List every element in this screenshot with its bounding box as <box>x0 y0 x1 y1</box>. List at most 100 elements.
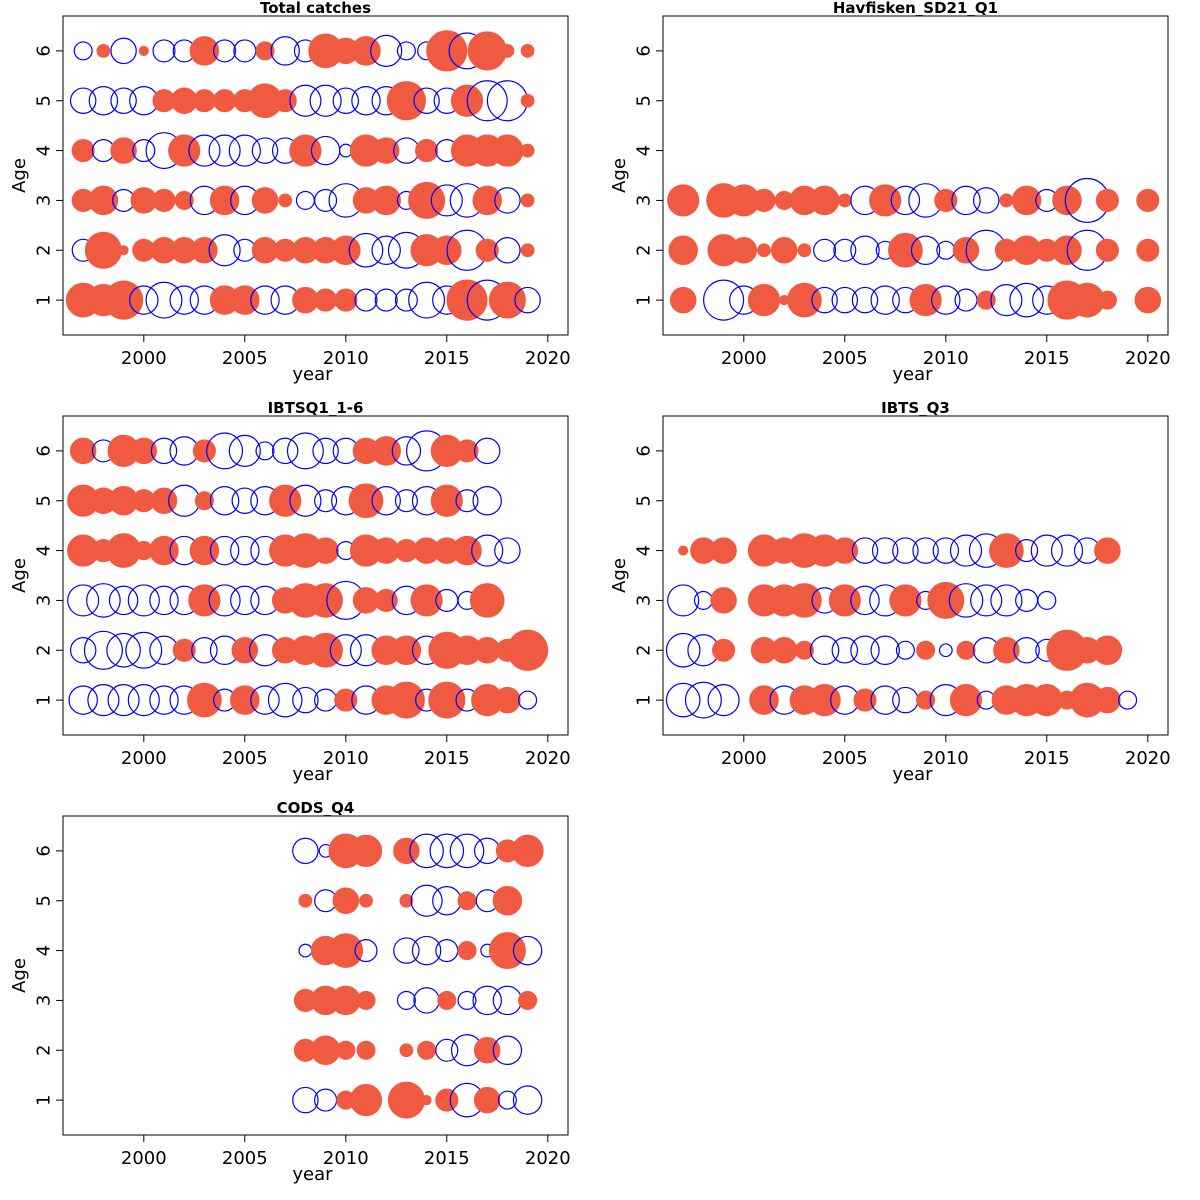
negative-residual-bubble <box>429 833 465 869</box>
positive-residual-bubble <box>84 231 122 269</box>
panel-5: CODS_Q4 2000 2005 2010 2015 2020 1 2 3 4 5 6 year Age <box>9 799 571 1185</box>
negative-residual-bubble <box>250 285 280 315</box>
negative-residual-bubble <box>67 584 100 617</box>
positive-residual-bubble <box>927 581 965 619</box>
positive-residual-bubble <box>372 137 400 164</box>
negative-residual-bubble <box>1030 534 1063 567</box>
negative-residual-bubble <box>206 432 244 470</box>
negative-residual-bubble <box>665 682 701 718</box>
positive-residual-bubble <box>667 184 700 217</box>
y-tick-label: 4 <box>34 945 55 956</box>
positive-residual-bubble <box>298 893 313 908</box>
positive-residual-bubble <box>314 288 338 312</box>
positive-residual-bubble <box>473 1037 501 1064</box>
positive-residual-bubble <box>331 235 361 266</box>
x-tick-label: 2000 <box>121 1148 167 1169</box>
positive-residual-bubble <box>956 640 976 660</box>
negative-residual-bubble <box>1009 282 1044 318</box>
positive-residual-bubble <box>334 688 358 712</box>
negative-residual-bubble <box>512 935 543 966</box>
negative-residual-bubble <box>494 237 521 264</box>
negative-residual-bubble <box>292 837 319 865</box>
negative-residual-bubble <box>471 534 504 567</box>
negative-residual-bubble <box>932 537 960 564</box>
negative-residual-bubble <box>106 632 141 668</box>
y-tick-label: 6 <box>634 445 655 456</box>
negative-residual-bubble <box>413 87 440 114</box>
plot-frame <box>662 415 1169 736</box>
positive-residual-bubble <box>787 583 822 618</box>
positive-residual-bubble <box>152 188 176 212</box>
positive-residual-bubble <box>138 45 149 56</box>
positive-residual-bubble <box>934 188 958 212</box>
negative-residual-bubble <box>149 685 179 715</box>
positive-residual-bubble <box>328 933 364 968</box>
negative-residual-bubble <box>494 187 521 214</box>
negative-residual-bubble <box>707 684 740 717</box>
positive-residual-bubble <box>191 237 218 264</box>
negative-residual-bubble <box>230 585 260 616</box>
y-axis-label: Age <box>609 558 630 593</box>
positive-residual-bubble <box>794 640 814 660</box>
negative-residual-bubble <box>371 485 401 516</box>
negative-residual-bubble <box>348 232 384 268</box>
positive-residual-bubble <box>506 629 549 671</box>
positive-residual-bubble <box>230 685 260 715</box>
y-tick-label: 2 <box>34 645 55 656</box>
positive-residual-bubble <box>976 290 996 310</box>
y-tick-label: 1 <box>34 694 55 705</box>
y-tick-label: 1 <box>34 1094 55 1105</box>
negative-residual-bubble <box>890 185 921 216</box>
x-tick-label: 2020 <box>1125 348 1171 369</box>
positive-residual-bubble <box>150 487 178 514</box>
positive-residual-bubble <box>949 684 983 717</box>
negative-residual-bubble <box>514 286 541 314</box>
y-tick-label: 1 <box>634 294 655 305</box>
positive-residual-bubble <box>104 280 144 320</box>
negative-residual-bubble <box>391 436 422 466</box>
positive-residual-bubble <box>192 89 216 113</box>
positive-residual-bubble <box>520 193 535 208</box>
positive-residual-bubble <box>1097 290 1117 310</box>
negative-residual-bubble <box>850 635 880 666</box>
positive-residual-bubble <box>194 491 214 511</box>
negative-residual-bubble <box>209 535 240 566</box>
negative-residual-bubble <box>271 437 299 465</box>
positive-residual-bubble <box>359 893 373 908</box>
negative-residual-bubble <box>371 235 401 266</box>
y-tick-label: 4 <box>634 545 655 556</box>
negative-residual-bubble <box>938 643 953 658</box>
negative-residual-bubble <box>251 137 279 164</box>
positive-residual-bubble <box>1134 286 1162 314</box>
x-tick-label: 2005 <box>822 348 868 369</box>
negative-residual-bubble <box>954 288 978 312</box>
positive-residual-bubble <box>255 41 275 61</box>
negative-residual-bubble <box>127 584 160 617</box>
positive-residual-bubble <box>312 537 339 564</box>
positive-residual-bubble <box>457 941 477 961</box>
positive-residual-bubble <box>437 990 457 1010</box>
x-tick-label: 2005 <box>222 348 268 369</box>
negative-residual-bubble <box>233 39 257 63</box>
positive-residual-bubble <box>989 533 1024 568</box>
negative-residual-bubble <box>497 1090 517 1110</box>
x-axis-label: year <box>892 764 933 785</box>
negative-residual-bubble <box>667 584 700 617</box>
negative-residual-bubble <box>107 684 140 717</box>
x-tick-label: 2000 <box>121 348 167 369</box>
positive-residual-bubble <box>356 1040 376 1060</box>
positive-residual-bubble <box>308 583 343 618</box>
negative-residual-bubble <box>472 485 502 516</box>
negative-residual-bubble <box>312 437 339 465</box>
negative-residual-bubble <box>949 534 983 567</box>
positive-residual-bubble <box>837 193 852 208</box>
positive-residual-bubble <box>730 237 758 264</box>
negative-residual-bubble <box>850 235 880 266</box>
negative-residual-bubble <box>209 485 240 516</box>
positive-residual-bubble <box>149 535 179 566</box>
y-axis-label: Age <box>9 958 30 993</box>
positive-residual-bubble <box>336 1040 356 1060</box>
negative-residual-bubble <box>948 583 984 618</box>
negative-residual-bubble <box>1118 690 1138 710</box>
x-axis-label: year <box>892 364 933 385</box>
